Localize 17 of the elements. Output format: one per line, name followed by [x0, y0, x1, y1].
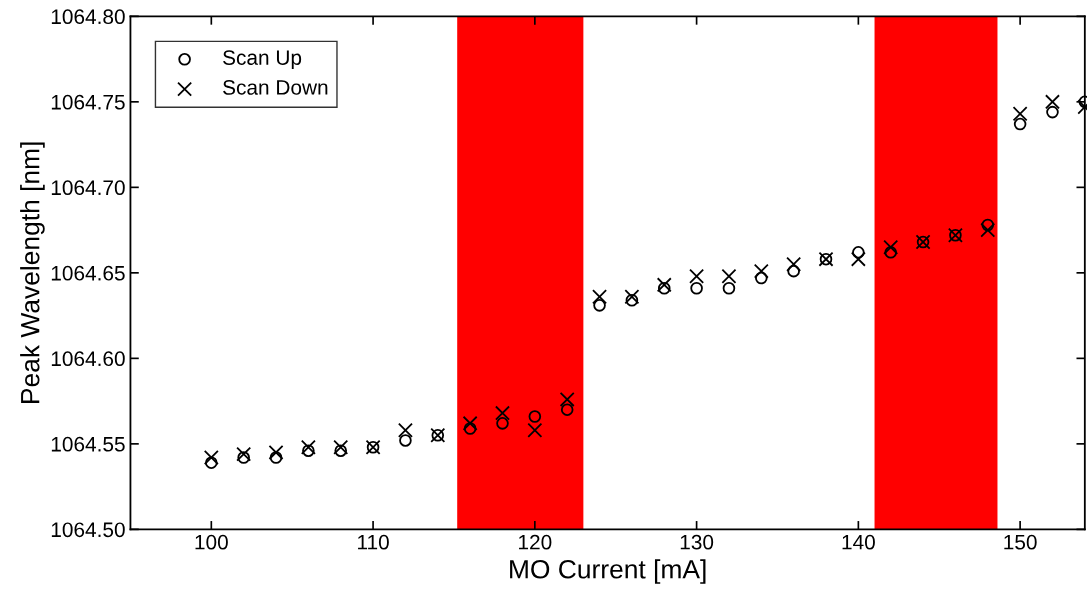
x-axis-title: MO Current [mA] [510, 559, 706, 584]
x-tick-label: 100 [195, 534, 228, 550]
y-tick-label: 1064.55 [51, 436, 125, 452]
y-axis-title: Peak Wavelength [nm] [20, 142, 45, 403]
x-tick-label: 120 [519, 534, 552, 550]
x-tick-label: 140 [842, 534, 875, 550]
y-tick-label: 1064.65 [51, 265, 125, 281]
x-tick-label: 130 [680, 534, 714, 550]
x-tick-label: 150 [1004, 534, 1037, 550]
x-tick-label: 110 [358, 534, 389, 550]
y-tick-label: 1064.70 [51, 180, 125, 196]
y-tick-label: 1064.80 [51, 9, 125, 25]
legend-label: Scan Down [223, 80, 328, 95]
y-tick-label: 1064.60 [51, 351, 125, 367]
y-tick-label: 1064.75 [51, 94, 125, 110]
y-tick-label: 1064.50 [51, 522, 125, 538]
legend-label: Scan Up [223, 50, 302, 70]
